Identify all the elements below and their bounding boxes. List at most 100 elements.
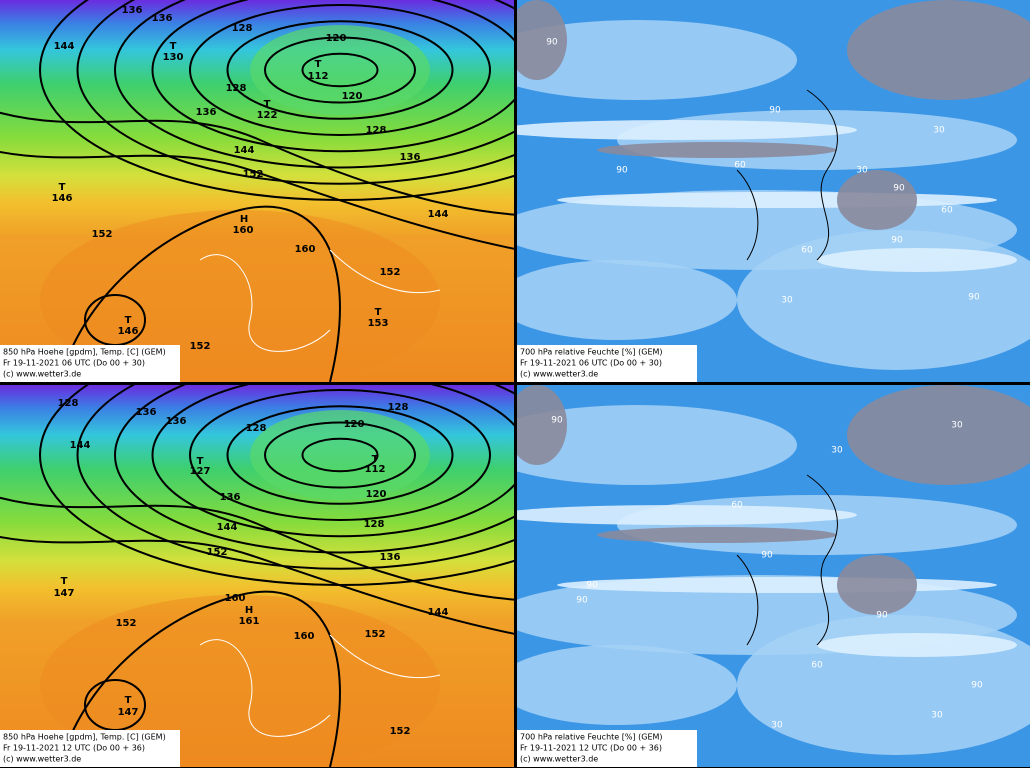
map-label: 30: [933, 126, 945, 136]
caption-line: 700 hPa relative Feuchte [%] (GEM): [520, 733, 663, 742]
caption-line: Fr 19-11-2021 12 UTC (Do 00 + 36): [520, 744, 662, 753]
map-label: T: [125, 315, 132, 326]
map-label: 90: [769, 106, 781, 116]
map-label: 30: [771, 721, 783, 731]
caption-box: [0, 730, 180, 767]
map-label: 136: [400, 152, 421, 163]
cold-core: [250, 25, 430, 115]
map-label: 120: [344, 419, 365, 430]
map-label: 90: [893, 184, 905, 194]
contour: [76, 385, 514, 570]
map-label: 136: [380, 552, 401, 563]
map-label: 122: [257, 110, 278, 121]
map-label: H: [245, 605, 253, 616]
caption-box: [0, 345, 180, 382]
map-label: 30: [831, 446, 843, 456]
map-label: 152: [243, 169, 264, 180]
caption-line: (c) www.wetter3.de: [520, 755, 598, 764]
contour: [189, 389, 491, 521]
map-label: 128: [366, 125, 387, 136]
map-label: 152: [92, 229, 113, 240]
map-label: H: [240, 214, 248, 225]
map-label: 60: [811, 661, 823, 671]
map-label: 120: [342, 91, 363, 102]
warm-area: [40, 595, 440, 767]
moist-area: [517, 20, 797, 100]
caption-box: [517, 730, 697, 767]
moist-area: [517, 260, 737, 340]
map-label: 128: [232, 23, 253, 34]
map-label: T: [197, 456, 204, 467]
map-label: 136: [166, 416, 187, 427]
contour: [264, 36, 416, 104]
map-label: 136: [220, 492, 241, 503]
map-label: 60: [731, 501, 743, 511]
saturated-area: [837, 555, 917, 615]
caption-line: 850 hPa Hoehe [gpdm], Temp. [C] (GEM): [3, 348, 166, 357]
cold-core: [250, 410, 430, 500]
map-label: 160: [225, 593, 246, 604]
map-label: 146: [118, 326, 139, 337]
contour: [114, 0, 514, 169]
map-label: 160: [295, 244, 316, 255]
saturated-area: [597, 142, 837, 158]
contour: [301, 52, 379, 88]
map-label: 30: [781, 296, 793, 306]
map-label: 144: [428, 607, 449, 618]
map-label: 144: [54, 41, 75, 52]
map-label: 90: [891, 236, 903, 246]
map-label: 160: [233, 225, 254, 236]
map-label: 152: [380, 267, 401, 278]
map-label: T: [372, 454, 379, 465]
moist-band: [517, 505, 857, 525]
map-label: 144: [428, 209, 449, 220]
map-label: 147: [54, 588, 75, 599]
contour: [226, 405, 454, 505]
caption-line: (c) www.wetter3.de: [3, 755, 81, 764]
contour: [0, 111, 514, 216]
map-panel: 90 90 90 90 60 30 90 30 30 60 30 90 700 hPa relative…: [517, 385, 1030, 767]
saturated-area: [597, 527, 837, 543]
map-label: 112: [365, 464, 386, 475]
map-label: 136: [152, 13, 173, 24]
coastline: [199, 249, 441, 352]
map-label: 136: [136, 407, 157, 418]
map-label: 144: [234, 145, 255, 156]
map-label: 112: [308, 71, 329, 82]
caption-line: Fr 19-11-2021 06 UTC (Do 00 + 30): [520, 359, 662, 368]
map-label: T: [264, 99, 271, 110]
coastline: [736, 89, 838, 261]
map-label: 144: [70, 440, 91, 451]
map-label: 160: [294, 631, 315, 642]
contour: [226, 20, 454, 120]
map-label: 90: [968, 293, 980, 303]
map-label: 153: [368, 318, 389, 329]
map-label: 152: [207, 547, 228, 558]
map-label: 90: [586, 581, 598, 591]
contour: [0, 535, 514, 635]
map-label: 136: [122, 5, 143, 16]
map-label: T: [170, 41, 177, 52]
map-label: T: [315, 59, 322, 70]
contour: [0, 496, 514, 601]
moist-area: [517, 645, 737, 725]
warm-area: [40, 210, 440, 382]
map-label: 128: [364, 519, 385, 530]
map-label: 90: [616, 166, 628, 176]
map-label: 147: [118, 707, 139, 718]
saturated-area: [837, 170, 917, 230]
contour: [59, 590, 341, 767]
map-label: T: [375, 307, 382, 318]
map-label: T: [125, 695, 132, 706]
map-panel: 90 90 60 90 90 30 30 60 90 30 90 60 700 hPa relative…: [517, 0, 1030, 382]
map-label: 30: [931, 711, 943, 721]
saturated-area: [517, 385, 567, 465]
map-label: 90: [576, 596, 588, 606]
map-label: 144: [217, 522, 238, 533]
map-label: 30: [951, 421, 963, 431]
contour: [264, 421, 416, 489]
saturated-area: [517, 0, 567, 80]
map-label: 152: [190, 341, 211, 352]
